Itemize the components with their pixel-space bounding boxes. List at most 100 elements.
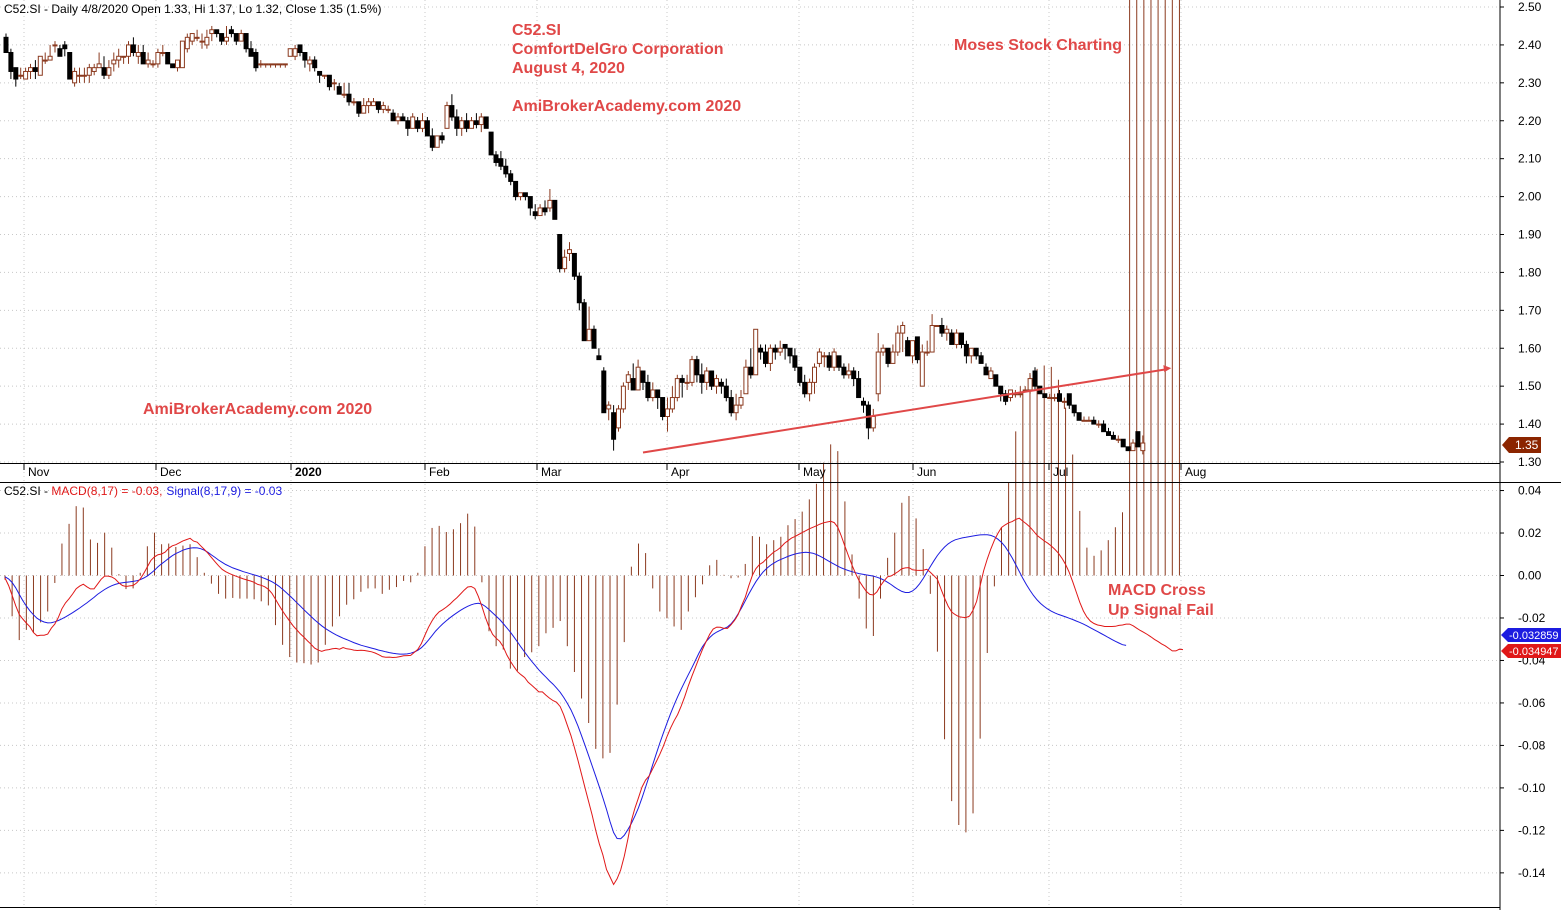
candle-body-down (1125, 446, 1131, 452)
candle-body-down (856, 378, 862, 399)
candle-body-up (674, 378, 680, 399)
candle-body-down (802, 381, 808, 395)
candle-body-up (23, 70, 29, 80)
candle-body-up (954, 332, 960, 345)
candle-body-up (434, 135, 440, 148)
candle-body-up (870, 416, 876, 429)
candle-body-up (277, 63, 283, 66)
candle-body-up (812, 366, 817, 383)
price-tick-label: 2.40 (1518, 38, 1542, 52)
candle-body-up (1086, 419, 1092, 422)
trendline-arrowhead (1163, 365, 1172, 373)
signal-value-badge-bg (1501, 628, 1561, 642)
candle-body-up (189, 33, 195, 42)
candle-body-up (91, 67, 97, 72)
candle-body-up (263, 63, 269, 66)
candle-body-up (116, 55, 122, 61)
price-tick-label: 2.10 (1518, 152, 1542, 166)
annotation-macd-note-2: Up Signal Fail (1108, 602, 1214, 619)
candle-body-up (807, 381, 813, 395)
candle-body-up (371, 101, 376, 107)
candle-body-down (1101, 423, 1107, 433)
candle-body-up (175, 59, 180, 69)
candle-body-down (914, 336, 920, 361)
candle-body-down (527, 196, 533, 209)
candle-body-down (963, 343, 969, 357)
candle-body-up (1130, 442, 1136, 452)
candle-body-up (380, 105, 386, 110)
candle-body-down (3, 36, 9, 53)
candle-body-down (959, 332, 964, 345)
candle-body-down (993, 374, 999, 387)
last-close-badge-bg (1502, 437, 1541, 453)
candle-body-down (317, 70, 323, 76)
candle-body-up (351, 101, 357, 104)
candle-body-up (586, 328, 592, 342)
candle-body-up (155, 52, 161, 65)
signal-value-badge-text: -0.032859 (1509, 630, 1559, 642)
candle-body-up (547, 199, 553, 209)
candle-body-up (420, 120, 425, 129)
macd-header: C52.SI - MACD(8,17) = -0.03, Signal(8,17,… (4, 484, 282, 498)
candle-body-up (469, 120, 474, 129)
candle-body-down (483, 116, 489, 129)
candle-body-down (1057, 393, 1062, 402)
candle-body-up (96, 63, 102, 69)
candle-body-down (723, 385, 729, 399)
candle-body-down (214, 29, 220, 35)
candle-body-down (851, 370, 857, 380)
macd-tick-label: -0.14 (1518, 866, 1546, 880)
candle-body-down (630, 378, 636, 391)
macd-header-signal: Signal(8,17,9) = -0.03 (166, 484, 282, 498)
candle-body-up (459, 120, 465, 129)
candle-body-down (772, 347, 778, 353)
candle-body-down (454, 116, 460, 129)
candle-body-down (473, 120, 479, 126)
candle-body-up (650, 389, 656, 399)
candle-body-down (542, 207, 548, 213)
candle-body-down (13, 67, 19, 80)
candle-body-down (336, 86, 342, 95)
candle-body-down (978, 355, 984, 364)
candle-body-up (684, 381, 690, 384)
candle-body-up (126, 44, 131, 57)
candle-body-up (567, 249, 572, 254)
candle-body-up (258, 63, 264, 66)
annotation-author: Moses Stock Charting (954, 37, 1122, 54)
candle-body-up (331, 82, 337, 85)
candle-body-down (165, 52, 171, 65)
candle-body-down (297, 44, 303, 54)
candle-body-up (934, 325, 940, 327)
price-tick-label: 1.50 (1518, 379, 1542, 393)
candle-body-up (72, 70, 78, 84)
candle-body-up (42, 59, 48, 62)
candle-body-down (998, 385, 1004, 395)
candle-body-down (1110, 434, 1116, 440)
price-tick-label: 1.60 (1518, 341, 1542, 355)
candle-body-up (307, 59, 313, 65)
annotation-site-left: AmiBrokerAcademy.com 2020 (143, 401, 372, 418)
candle-body-down (728, 397, 734, 414)
candle-body-down (302, 52, 308, 61)
candle-body-up (1052, 397, 1058, 400)
candle-body-up (880, 347, 886, 353)
macd-tick-label: -0.10 (1518, 781, 1546, 795)
candle-body-down (748, 366, 754, 376)
price-tick-label: 1.30 (1518, 455, 1542, 469)
candle-body-down (782, 343, 788, 349)
candle-body-up (777, 347, 783, 353)
candle-body-down (601, 370, 607, 414)
candle-body-down (939, 325, 945, 334)
candle-body-down (1066, 393, 1072, 406)
candle-body-up (37, 55, 43, 76)
candle-body-up (106, 67, 112, 76)
candle-body-up (86, 67, 92, 76)
candle-body-up (478, 116, 484, 126)
price-tick-label: 1.40 (1518, 417, 1542, 431)
candle-body-up (562, 256, 568, 270)
candle-body-down (449, 105, 455, 118)
candle-body-up (28, 67, 33, 72)
candle-body-up (322, 74, 327, 77)
candle-body-down (718, 381, 724, 387)
price-tick-label: 1.90 (1518, 228, 1542, 242)
